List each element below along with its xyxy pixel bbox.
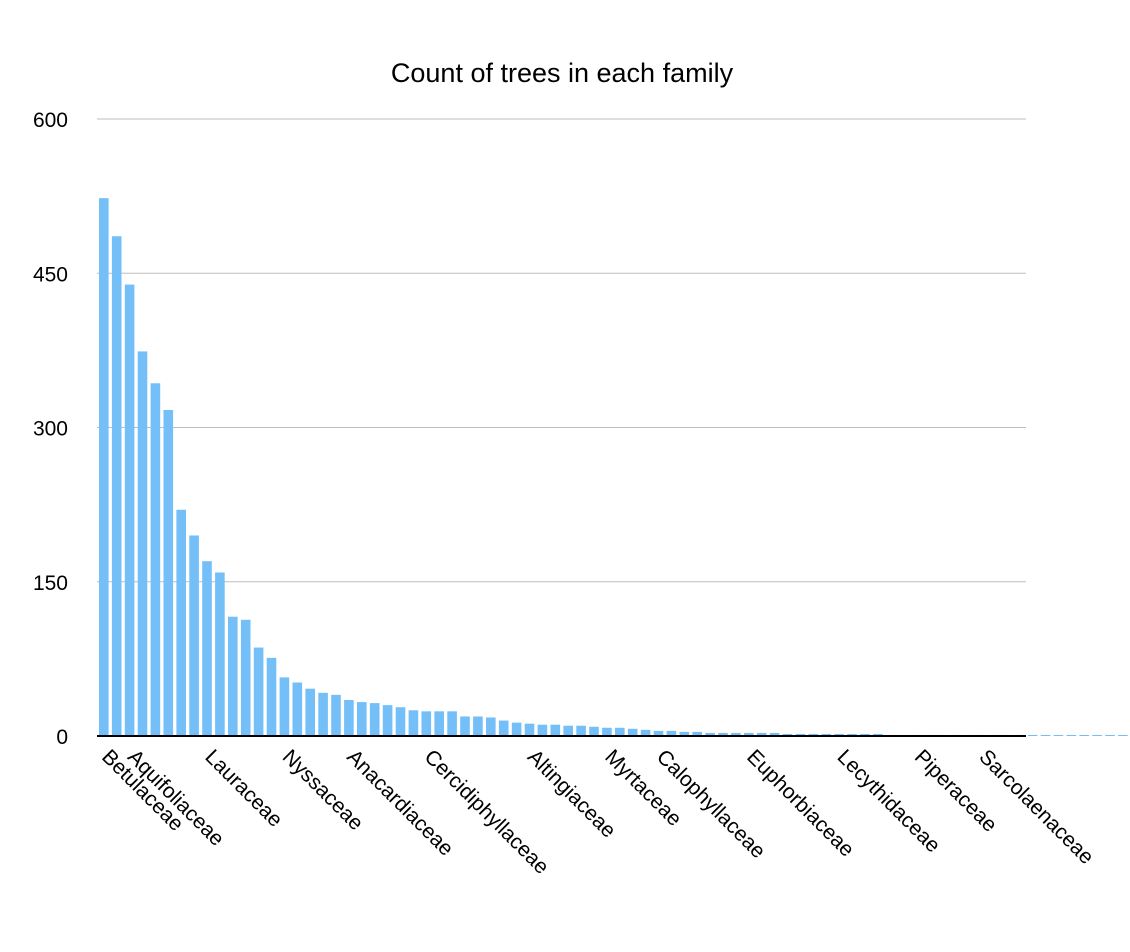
bar: [666, 730, 677, 736]
y-tick-label: 600: [33, 109, 68, 132]
bar: [279, 677, 290, 736]
gridlines: [97, 118, 1026, 583]
bar: [589, 726, 599, 736]
bar: [305, 688, 315, 736]
bar: [1118, 734, 1128, 736]
bar: [460, 716, 470, 736]
bar: [369, 703, 380, 736]
bar: [111, 236, 122, 737]
bar: [202, 561, 212, 736]
bar: [511, 722, 522, 736]
bar: [679, 731, 690, 736]
bar: [576, 725, 586, 736]
bar: [240, 619, 251, 736]
y-axis-tick-labels: 0 150 300 450 600: [33, 109, 68, 749]
bar: [718, 732, 728, 736]
bar: [137, 351, 148, 736]
bar: [782, 733, 793, 736]
bar: [653, 730, 664, 736]
bar: [1040, 734, 1051, 736]
bar: [395, 707, 406, 736]
bar: [640, 729, 651, 736]
bar: [189, 535, 199, 736]
bar: [99, 198, 109, 736]
bar: [292, 682, 303, 736]
bar: [150, 383, 161, 736]
bar: [731, 732, 741, 736]
x-axis-category-labels: BetulaceaeAquifoliaceaeLauraceaeNyssacea…: [97, 745, 1098, 878]
bar: [228, 616, 238, 736]
bar: [873, 733, 883, 736]
bar: [486, 717, 496, 736]
bar: [602, 727, 612, 736]
bar: [1105, 734, 1115, 736]
x-tick-label: Sarcolaenaceae: [974, 745, 1098, 869]
bar: [769, 732, 780, 736]
bar: [563, 725, 573, 736]
bar: [382, 705, 393, 736]
bar: [808, 733, 819, 736]
y-tick-label: 450: [33, 263, 68, 286]
y-tick-label: 150: [33, 572, 68, 595]
bar: [1053, 734, 1064, 736]
bar: [1027, 734, 1038, 736]
bar: [473, 716, 483, 736]
bar: [124, 284, 135, 736]
bar: [756, 732, 767, 736]
bar: [834, 733, 844, 736]
bar: [795, 733, 806, 736]
bar: [705, 732, 715, 736]
bar: [537, 724, 548, 736]
bar: [1066, 734, 1077, 736]
bar: [318, 692, 328, 736]
bars: [99, 198, 1128, 737]
bar: [615, 727, 625, 736]
bar: [163, 410, 174, 736]
bar: [524, 723, 535, 736]
bar: [1092, 734, 1102, 736]
bar: [692, 731, 702, 736]
y-tick-label: 300: [33, 418, 68, 441]
bar: [447, 711, 457, 736]
bar: [357, 702, 367, 736]
bar: [421, 711, 432, 736]
bar: [860, 733, 870, 736]
y-tick-label: 0: [56, 726, 68, 749]
bar: [408, 710, 419, 736]
bar: [550, 724, 561, 736]
bar: [847, 733, 857, 736]
bar: [434, 711, 444, 736]
bar: [266, 657, 277, 736]
bar: [344, 700, 354, 736]
bar: [176, 509, 186, 736]
bar: [498, 720, 509, 736]
bar: [215, 572, 225, 736]
bar: [331, 694, 341, 736]
bar: [1079, 734, 1089, 736]
bar: [821, 733, 831, 736]
bar: [627, 728, 638, 736]
chart-title: Count of trees in each family: [390, 58, 734, 88]
bar: [253, 647, 264, 736]
bar: [744, 732, 754, 736]
